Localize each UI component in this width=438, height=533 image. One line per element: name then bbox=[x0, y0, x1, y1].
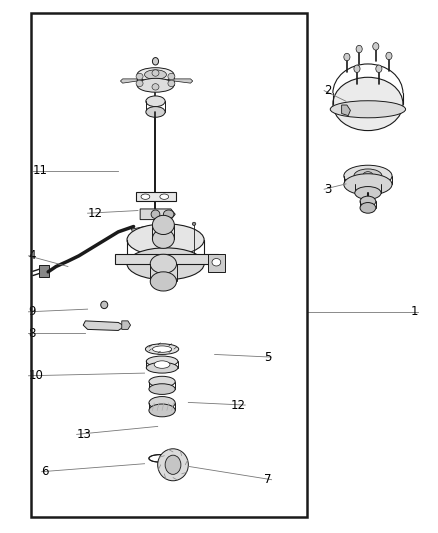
Polygon shape bbox=[342, 105, 350, 116]
Polygon shape bbox=[174, 79, 193, 83]
Ellipse shape bbox=[344, 53, 350, 61]
Ellipse shape bbox=[165, 455, 181, 474]
Polygon shape bbox=[39, 265, 49, 277]
Ellipse shape bbox=[152, 229, 174, 248]
Ellipse shape bbox=[152, 58, 159, 65]
Text: 6: 6 bbox=[42, 465, 49, 478]
Ellipse shape bbox=[137, 68, 174, 82]
Bar bbox=[31, 13, 307, 517]
Ellipse shape bbox=[149, 455, 171, 462]
Text: 7: 7 bbox=[264, 473, 272, 486]
Ellipse shape bbox=[168, 80, 175, 86]
Ellipse shape bbox=[145, 70, 166, 79]
Text: 4: 4 bbox=[28, 249, 36, 262]
Ellipse shape bbox=[149, 397, 175, 409]
Ellipse shape bbox=[146, 107, 165, 117]
Ellipse shape bbox=[141, 194, 150, 199]
Ellipse shape bbox=[136, 80, 143, 86]
Ellipse shape bbox=[151, 210, 160, 219]
Ellipse shape bbox=[149, 404, 175, 417]
Ellipse shape bbox=[354, 65, 360, 72]
Ellipse shape bbox=[330, 101, 406, 118]
Text: 11: 11 bbox=[33, 164, 48, 177]
Ellipse shape bbox=[376, 65, 382, 72]
Ellipse shape bbox=[152, 215, 174, 235]
Ellipse shape bbox=[386, 52, 392, 60]
Ellipse shape bbox=[360, 203, 376, 213]
Ellipse shape bbox=[136, 74, 143, 80]
Ellipse shape bbox=[101, 301, 108, 309]
Ellipse shape bbox=[344, 174, 392, 195]
Ellipse shape bbox=[168, 74, 175, 80]
Ellipse shape bbox=[150, 272, 177, 291]
Ellipse shape bbox=[163, 210, 174, 219]
Ellipse shape bbox=[152, 84, 159, 90]
Text: 8: 8 bbox=[28, 327, 36, 340]
Ellipse shape bbox=[160, 194, 169, 199]
Ellipse shape bbox=[145, 344, 179, 354]
Ellipse shape bbox=[127, 248, 204, 280]
Ellipse shape bbox=[354, 169, 382, 183]
Polygon shape bbox=[122, 321, 131, 329]
Polygon shape bbox=[140, 209, 175, 220]
Ellipse shape bbox=[150, 254, 177, 273]
Text: 5: 5 bbox=[264, 351, 272, 364]
Text: 3: 3 bbox=[324, 183, 332, 196]
Ellipse shape bbox=[356, 45, 362, 53]
Ellipse shape bbox=[355, 187, 381, 199]
Polygon shape bbox=[131, 227, 155, 235]
Polygon shape bbox=[208, 254, 225, 272]
Ellipse shape bbox=[149, 376, 175, 387]
Ellipse shape bbox=[146, 356, 178, 367]
Text: 13: 13 bbox=[77, 428, 92, 441]
Ellipse shape bbox=[192, 222, 196, 225]
Ellipse shape bbox=[158, 449, 188, 481]
Polygon shape bbox=[115, 254, 218, 264]
Ellipse shape bbox=[344, 165, 392, 187]
Polygon shape bbox=[120, 79, 137, 83]
Ellipse shape bbox=[154, 361, 170, 368]
Ellipse shape bbox=[152, 346, 172, 352]
Text: 10: 10 bbox=[28, 369, 43, 382]
Text: 1: 1 bbox=[411, 305, 418, 318]
Ellipse shape bbox=[146, 362, 178, 373]
Text: 12: 12 bbox=[230, 399, 245, 411]
Text: 2: 2 bbox=[324, 84, 332, 97]
Ellipse shape bbox=[363, 172, 373, 180]
Ellipse shape bbox=[137, 78, 174, 92]
Polygon shape bbox=[83, 321, 125, 330]
Text: 9: 9 bbox=[28, 305, 36, 318]
Ellipse shape bbox=[212, 259, 221, 266]
Ellipse shape bbox=[360, 196, 376, 207]
Ellipse shape bbox=[333, 77, 403, 131]
Ellipse shape bbox=[146, 96, 165, 107]
Ellipse shape bbox=[152, 70, 159, 76]
Ellipse shape bbox=[373, 43, 379, 50]
Polygon shape bbox=[136, 192, 176, 201]
Ellipse shape bbox=[149, 384, 175, 394]
Text: 12: 12 bbox=[88, 207, 102, 220]
Ellipse shape bbox=[127, 224, 204, 256]
